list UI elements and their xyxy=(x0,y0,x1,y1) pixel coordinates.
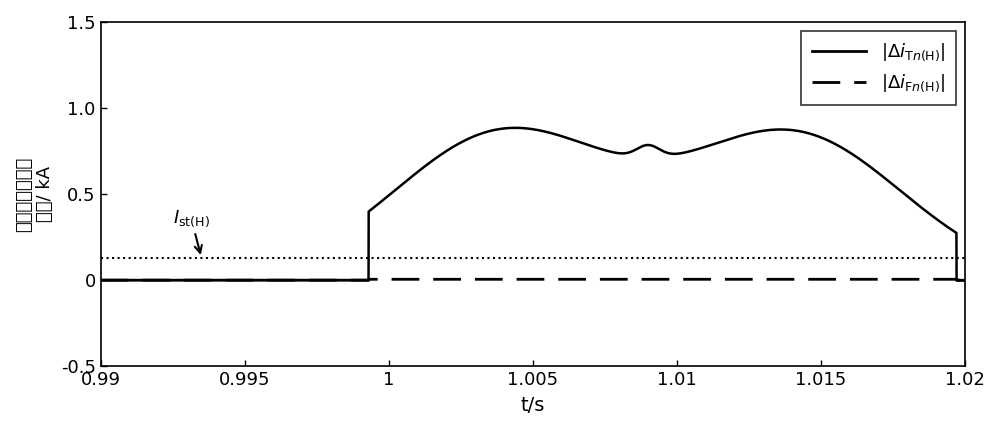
Y-axis label: 横联线突变电流
大小/ kA: 横联线突变电流 大小/ kA xyxy=(15,157,54,232)
X-axis label: t/s: t/s xyxy=(521,396,545,415)
Text: $I_{\mathrm{st(H)}}$: $I_{\mathrm{st(H)}}$ xyxy=(173,208,210,253)
Legend: $|\Delta i_{\mathrm{T}n\mathrm{(H)}}|$, $|\Delta i_{\mathrm{F}n\mathrm{(H)}}|$: $|\Delta i_{\mathrm{T}n\mathrm{(H)}}|$, … xyxy=(801,31,956,105)
